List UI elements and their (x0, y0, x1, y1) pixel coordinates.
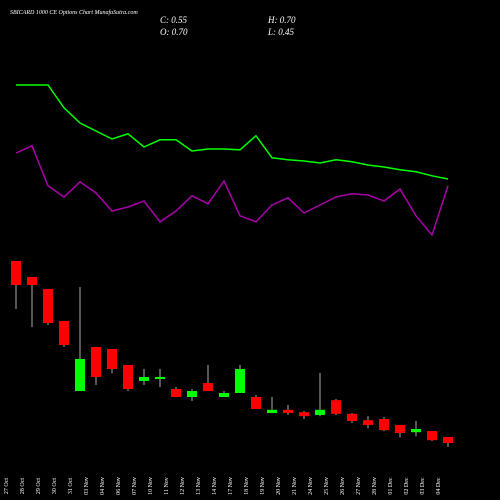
x-tick-label: 02 Dec (404, 477, 410, 494)
candle-body (171, 389, 181, 397)
candle-body (395, 425, 405, 433)
x-tick-label: 17 Nov (228, 477, 234, 495)
candle-body (411, 429, 421, 433)
x-tick-label: 10 Nov (148, 477, 154, 495)
candle-body (43, 289, 53, 323)
candle-body (11, 261, 21, 285)
x-tick-label: 28 Nov (372, 477, 378, 495)
candle-body (75, 359, 85, 391)
candle-body (91, 347, 101, 377)
candle-body (219, 393, 229, 397)
x-tick-label: 06 Nov (116, 477, 122, 495)
x-tick-label: 04 Dec (436, 477, 442, 494)
candle-body (315, 409, 325, 415)
candle-body (427, 431, 437, 441)
candle-body (379, 419, 389, 431)
candle-body (267, 409, 277, 413)
high-label: H: 0.70 (267, 15, 296, 25)
candle-body (443, 437, 453, 443)
x-tick-label: 03 Nov (84, 477, 90, 495)
x-tick-label: 28 Oct (20, 478, 26, 494)
indicator-line (16, 84, 449, 180)
indicator-line (15, 144, 449, 237)
x-tick-label: 30 Oct (52, 478, 58, 494)
low-label: L: 0.45 (267, 27, 295, 37)
open-label: O: 0.70 (160, 27, 188, 37)
x-tick-label: 25 Nov (324, 477, 330, 495)
candle-body (251, 397, 261, 409)
candle-body (107, 349, 117, 369)
x-tick-label: 31 Oct (68, 478, 74, 494)
x-tick-label: 24 Nov (308, 477, 314, 495)
candle-body (331, 400, 341, 414)
x-tick-label: 14 Nov (212, 477, 218, 495)
x-tick-label: 07 Nov (132, 477, 138, 495)
x-tick-label: 27 Oct (4, 478, 10, 494)
candle-body (155, 377, 165, 379)
x-tick-label: 04 Nov (100, 477, 106, 495)
chart-title: SBICARD 1000 CE Options Chart MunafaSutr… (10, 9, 138, 16)
candle-body (347, 413, 357, 421)
x-tick-label: 20 Nov (276, 477, 282, 495)
candle-body (299, 412, 309, 417)
x-tick-label: 13 Nov (196, 477, 202, 495)
x-tick-label: 18 Nov (244, 477, 250, 495)
candle-body (123, 365, 133, 389)
candle-body (187, 391, 197, 397)
x-tick-label: 21 Nov (292, 477, 298, 495)
x-tick-label: 19 Nov (260, 477, 266, 495)
x-tick-label: 11 Nov (164, 477, 170, 495)
x-tick-label: 01 Dec (388, 477, 394, 494)
candle-body (59, 321, 69, 345)
candle-body (235, 369, 245, 393)
x-tick-label: 12 Nov (180, 477, 186, 495)
x-tick-label: 29 Oct (36, 478, 42, 494)
candle-body (283, 409, 293, 413)
close-label: C: 0.55 (160, 15, 188, 25)
x-tick-label: 27 Nov (356, 477, 362, 495)
candle-body (203, 383, 213, 391)
x-tick-label: 26 Nov (340, 477, 346, 495)
x-tick-label: 03 Dec (420, 477, 426, 494)
candle-body (363, 420, 373, 425)
candle-body (139, 377, 149, 381)
candle-body (27, 277, 37, 285)
